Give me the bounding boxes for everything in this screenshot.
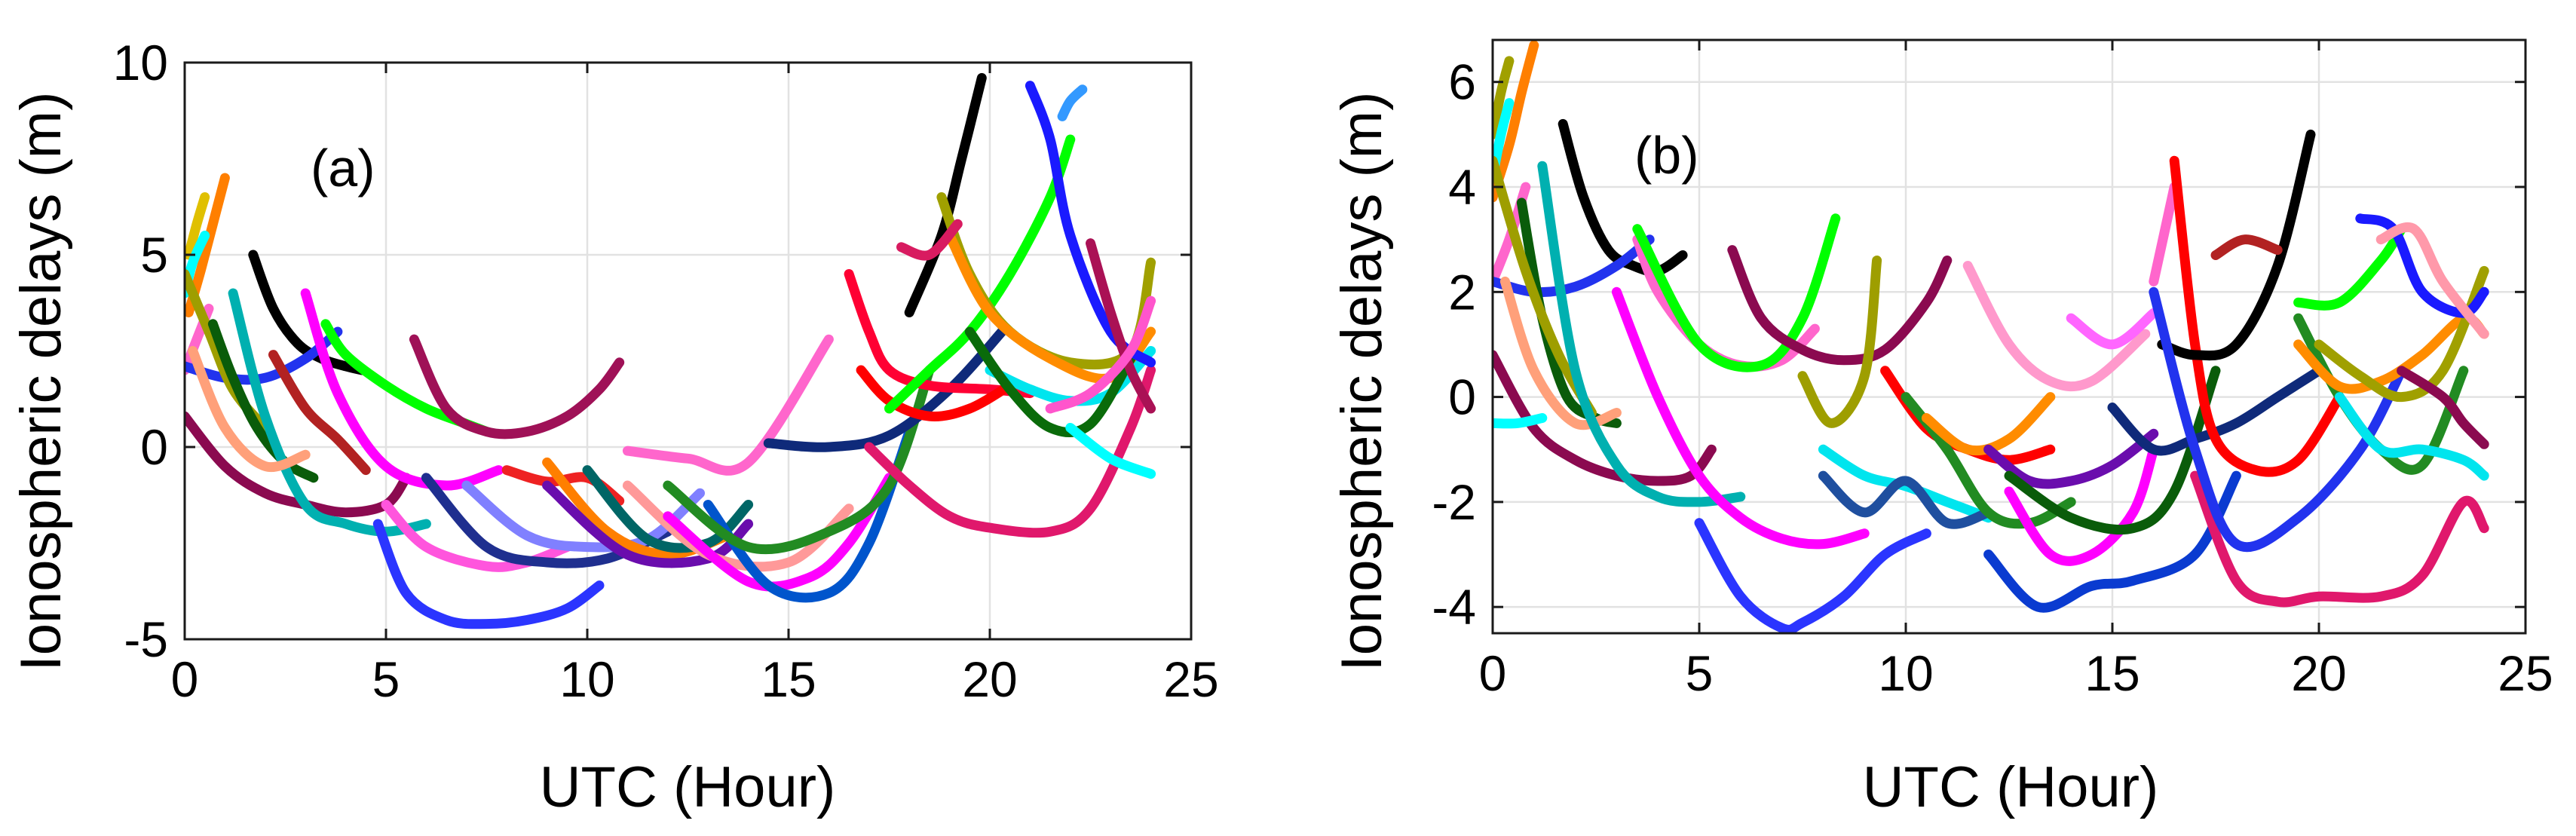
- panel-b-series-s30: [2107, 366, 2324, 456]
- panel-a-series-s33: [904, 72, 987, 317]
- panel-a-xtick-label: 25: [1163, 651, 1218, 707]
- panel-a-xtick-label: 0: [171, 651, 199, 707]
- panel-b-ytick-label: 0: [1448, 369, 1476, 425]
- panel-a-axes-box: [183, 61, 1193, 641]
- panel-a-series-s43: [1065, 423, 1156, 479]
- panel-a-series-s38: [964, 326, 1136, 438]
- panel-a-ytick-label: 5: [140, 227, 168, 283]
- panel-b-series-s32: [2169, 155, 2345, 477]
- panel-b-series-s41: [2314, 265, 2489, 403]
- panel-a-xtick-label: 10: [559, 651, 614, 707]
- panel-b-ytick-label: -2: [1432, 474, 1476, 530]
- panel-b-xtick-label: 5: [1686, 645, 1714, 701]
- panel-a-series-s9: [207, 319, 319, 483]
- panel-b-series-s43: [2375, 222, 2489, 339]
- panel-a-series-s40: [1057, 84, 1088, 121]
- panel-b-series-s27: [1983, 470, 2241, 613]
- panel-b-ytick-label: 2: [1448, 264, 1476, 320]
- panel-a-series-s32: [856, 365, 1015, 422]
- panel-b-ytick-label: -4: [1432, 579, 1476, 635]
- panel-a-series-s29: [763, 326, 1007, 452]
- panel-a-series-s13: [188, 346, 311, 473]
- panel-b-xlabel: UTC (Hour): [1863, 755, 2159, 819]
- panel-b-ytick-label: 4: [1448, 159, 1476, 215]
- panel-a-ytick-label: -5: [124, 611, 168, 667]
- panel-b-series-s19: [1818, 444, 1994, 523]
- panel-b-xtick-label: 10: [1878, 645, 1933, 701]
- panel-b-ylabel: Ionospheric delays (m): [1330, 92, 1394, 672]
- panel-b-series-s14: [1537, 161, 1746, 507]
- panel-b-axes-box: [1491, 38, 2527, 635]
- panel-a-ytick-label: 0: [140, 419, 168, 475]
- panel-a-series-s30: [844, 269, 1035, 399]
- panel-b-series-s31: [2149, 182, 2179, 286]
- panel-b-series-s25: [1983, 428, 2159, 489]
- panel-a-series-s26: [663, 473, 894, 592]
- panel-a-series-s15: [300, 288, 504, 491]
- panel-a-label: (a): [311, 139, 375, 198]
- panel-a-ytick-label: 10: [113, 35, 168, 90]
- panel-b-series-s35: [2190, 470, 2489, 608]
- panel-b-series-s29: [2066, 308, 2159, 350]
- panel-b-series-s17: [1694, 518, 1931, 633]
- panel-b-series-s18: [1797, 256, 1882, 428]
- panel-b-series-s16: [1611, 286, 1870, 550]
- panel-a-series-s34: [884, 134, 1076, 414]
- panel-b: 0 5 10 15 20 25 -4 -2 0 2 4 6 (b) UTC (Hour) Ionosp…: [1330, 38, 2553, 819]
- panel-a-series-s44: [896, 219, 963, 261]
- panel-b-series-s40: [2334, 392, 2489, 481]
- panel-a-series-s6: [185, 326, 343, 385]
- panel-b-series-s8: [1632, 213, 1841, 372]
- panel-b-series-s33: [2157, 129, 2316, 361]
- panel-a-ticks: [183, 61, 1193, 641]
- panel-b-xtick-label: 25: [2498, 645, 2553, 701]
- panel-a-ylabel: Ionospheric delays (m): [9, 92, 73, 672]
- panel-b-label: (b): [1634, 126, 1699, 185]
- panel-b-series-s2: [1493, 56, 1515, 139]
- panel-a-series-s16: [372, 519, 605, 629]
- panel-a-series-s12: [228, 288, 431, 537]
- panel-b-ytick-label: 6: [1448, 54, 1476, 110]
- panel-a-series-s31: [864, 365, 1156, 538]
- panel-a-series-s14: [268, 350, 371, 476]
- panel-b-series: [1493, 40, 2489, 633]
- panel-a-xtick-label: 15: [761, 651, 816, 707]
- panel-a-series: [185, 72, 1156, 629]
- panel-a-series-s28: [663, 365, 935, 555]
- panel-b-series-s21: [1818, 470, 1994, 529]
- panel-b-series-s34: [2210, 234, 2283, 260]
- panel-a-series-s41: [1086, 238, 1156, 414]
- panel-b-series-s15: [1493, 413, 1548, 429]
- panel-a-series-s24: [622, 334, 834, 476]
- panel-a-series-s42: [1045, 296, 1156, 414]
- panel-b-series-s6: [1493, 234, 1655, 298]
- panel-b-xtick-label: 20: [2291, 645, 2346, 701]
- panel-b-tick-labels: 0 5 10 15 20 25 -4 -2 0 2 4 6: [1432, 54, 2553, 701]
- panel-b-xtick-label: 15: [2084, 645, 2140, 701]
- panel-b-xtick-label: 0: [1479, 645, 1507, 701]
- panel-a-xlabel: UTC (Hour): [540, 755, 836, 819]
- panel-b-series-s37: [2293, 224, 2407, 311]
- panel-a-xtick-label: 5: [372, 651, 400, 707]
- panel-a-series-s2: [185, 192, 210, 260]
- panel-b-series-s44: [2397, 366, 2489, 449]
- panel-a-xtick-label: 20: [962, 651, 1017, 707]
- panel-a-series-s11: [409, 334, 625, 439]
- panel-b-series-s36: [2149, 286, 2407, 553]
- panel-b-series-s26: [2004, 444, 2159, 566]
- panel-b-ticks: [1491, 40, 2527, 633]
- panel-b-series-s9: [1727, 245, 1953, 366]
- panel-a-series-s27: [703, 427, 914, 603]
- panel-b-series-s23: [1962, 261, 2151, 392]
